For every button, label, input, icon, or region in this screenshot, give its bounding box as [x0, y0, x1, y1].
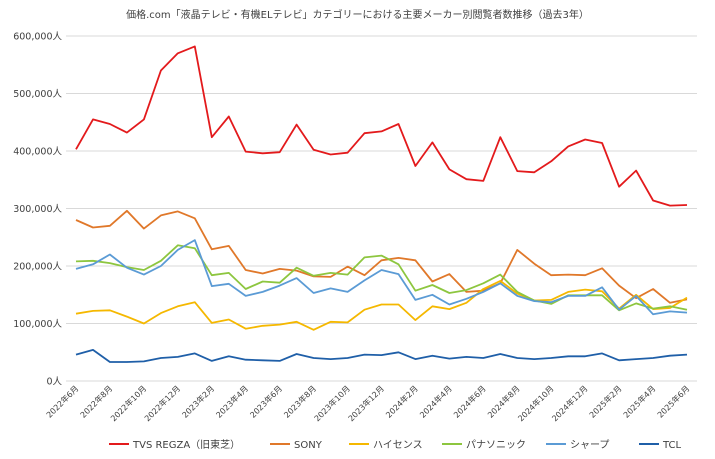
- y-tick-label: 200,000人: [13, 262, 62, 273]
- legend-label: シャープ: [570, 439, 609, 451]
- legend-label: SONY: [294, 440, 323, 451]
- x-tick-label: 2023年2月: [180, 383, 216, 419]
- x-tick-label: 2023年8月: [282, 383, 318, 419]
- x-tick-label: 2022年12月: [142, 383, 182, 423]
- series-line-2: [75, 279, 688, 331]
- y-tick-label: 500,000人: [13, 89, 62, 100]
- legend-label: ハイセンス: [373, 439, 423, 451]
- x-tick-label: 2025年2月: [587, 383, 623, 419]
- legend-label: パナソニック: [466, 439, 526, 451]
- x-tick-label: 2022年6月: [44, 383, 80, 419]
- x-tick-label: 2022年8月: [78, 383, 114, 419]
- chart-title: 価格.com「液晶テレビ・有機ELテレビ」カテゴリーにおける主要メーカー別閲覧者…: [126, 10, 589, 21]
- y-tick-label: 0人: [46, 377, 62, 388]
- series-line-0: [75, 45, 688, 207]
- x-tick-label: 2024年6月: [451, 383, 487, 419]
- x-tick-label: 2023年4月: [214, 383, 250, 419]
- x-tick-label: 2024年2月: [383, 383, 419, 419]
- series-line-1: [75, 209, 688, 304]
- x-tick-label: 2024年12月: [550, 383, 590, 423]
- x-tick-label: 2025年4月: [621, 383, 657, 419]
- x-tick-label: 2023年6月: [248, 383, 284, 419]
- y-tick-label: 400,000人: [13, 147, 62, 158]
- y-tick-label: 600,000人: [13, 32, 62, 43]
- x-tick-label: 2023年12月: [346, 383, 386, 423]
- x-tick-label: 2024年8月: [485, 383, 521, 419]
- y-tick-label: 300,000人: [13, 204, 62, 215]
- x-tick-label: 2024年4月: [417, 383, 453, 419]
- legend-label: TVS REGZA（旧東芝）: [132, 438, 240, 451]
- series-line-4: [75, 239, 688, 316]
- x-tick-label: 2025年6月: [655, 383, 691, 419]
- series-line-5: [75, 348, 688, 363]
- legend-label: TCL: [662, 440, 682, 451]
- y-tick-label: 100,000人: [13, 319, 62, 330]
